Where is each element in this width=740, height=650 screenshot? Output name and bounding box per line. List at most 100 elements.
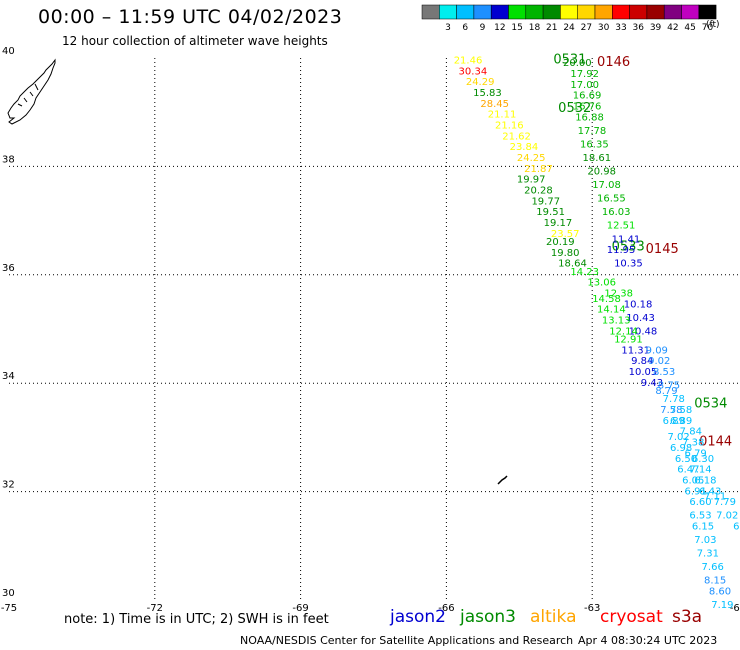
wave-height-value: 6.43 xyxy=(699,486,721,497)
wave-height-value: 10.18 xyxy=(624,299,653,310)
wave-height-values: 21.4630.3424.2915.8328.4521.1121.1621.62… xyxy=(454,55,740,611)
color-scale-swatch xyxy=(612,4,630,20)
wave-height-value: 15.83 xyxy=(473,88,502,99)
wave-height-value: 6.53 xyxy=(689,511,711,522)
wave-height-value: 23.84 xyxy=(510,142,539,153)
pass-label: 0146 xyxy=(597,55,630,70)
wave-height-value: 23.57 xyxy=(551,229,580,240)
color-scale-swatch xyxy=(594,4,613,20)
wave-height-value: 9.09 xyxy=(646,345,668,356)
us-east-coast-detail xyxy=(17,83,39,107)
wave-height-value: 16.55 xyxy=(597,194,626,205)
color-scale-label: 6 xyxy=(462,23,468,33)
color-scale-bar: 3 6 9 12 15 18 21 24 27 30 33 36 39 42 45 70 xyxy=(421,4,717,33)
wave-height-value: 7.58 xyxy=(670,405,692,416)
wave-height-value: 10.35 xyxy=(614,259,643,270)
wave-height-value: 7.14 xyxy=(689,465,711,476)
wave-height-value: 13.06 xyxy=(587,278,616,289)
color-scale-label: 15 xyxy=(511,23,522,33)
pass-label: 0145 xyxy=(646,242,679,257)
wave-height-value: 11.41 xyxy=(612,234,641,245)
wave-height-value: 7.84 xyxy=(680,427,702,438)
wave-height-value: 20.00 xyxy=(563,58,592,69)
lat-tick-label: 38 xyxy=(2,154,15,165)
color-scale-label: 18 xyxy=(529,23,541,33)
wave-height-value: 6.98 xyxy=(670,443,692,454)
generation-timestamp: Apr 4 08:30:24 UTC 2023 xyxy=(578,634,718,647)
wave-height-value: 7.38 xyxy=(682,438,704,449)
wave-height-value: 7.78 xyxy=(663,394,685,405)
pass-label: 0532 xyxy=(558,101,591,116)
wave-height-value: 9.02 xyxy=(648,356,670,367)
wave-height-value: 6.48 xyxy=(733,522,740,533)
legend-altika: altika xyxy=(530,607,577,627)
wave-height-value: 21.16 xyxy=(495,120,524,131)
wave-height-value: 16.76 xyxy=(573,101,602,112)
wave-height-value: 16.03 xyxy=(602,207,631,218)
wave-height-value: 20.98 xyxy=(587,167,616,178)
lon-tick-label: -75 xyxy=(1,603,17,614)
wave-height-value: 11.95 xyxy=(607,245,636,256)
wave-height-value: 20.19 xyxy=(546,237,575,248)
wave-height-value: 21.62 xyxy=(502,131,531,142)
lon-tick-label: -60 xyxy=(730,603,740,614)
color-scale-swatch xyxy=(629,4,648,20)
lat-tick-label: 34 xyxy=(2,371,15,382)
wave-height-value: 12.14 xyxy=(609,326,638,337)
wave-height-value: 12.91 xyxy=(614,335,643,346)
map-subtitle: 12 hour collection of altimeter wave hei… xyxy=(62,34,328,48)
color-scale-label: 9 xyxy=(480,23,486,33)
wave-height-value: 7.02 xyxy=(716,511,738,522)
lat-tick-label: 32 xyxy=(2,480,15,491)
wave-height-value: 21.11 xyxy=(488,110,517,121)
color-scale-swatch xyxy=(421,4,440,20)
color-scale-swatch xyxy=(560,4,578,20)
color-scale-label: 12 xyxy=(494,23,505,33)
wave-height-value: 6.18 xyxy=(694,475,716,486)
color-scale-label: 70 xyxy=(702,23,714,33)
wave-height-value: 8.53 xyxy=(653,367,675,378)
wave-height-value: 7.02 xyxy=(668,432,690,443)
pass-label: 0144 xyxy=(699,435,732,450)
wave-height-value: 8.60 xyxy=(709,587,731,598)
footer-note: note: 1) Time is in UTC; 2) SWH is in fe… xyxy=(64,612,329,627)
color-scale-swatch xyxy=(508,4,527,20)
color-scale-label: 30 xyxy=(598,23,610,33)
wave-height-value: 10.43 xyxy=(626,313,655,324)
lon-tick-label: -66 xyxy=(438,603,454,614)
wave-height-value: 19.80 xyxy=(551,248,580,259)
color-scale-swatch xyxy=(490,4,509,20)
pass-label: 0533 xyxy=(612,239,645,254)
wave-height-value: 19.51 xyxy=(536,207,565,218)
color-scale-swatch xyxy=(525,4,544,20)
color-scale-swatch xyxy=(439,4,457,20)
wave-height-value: 17.78 xyxy=(578,126,607,137)
wave-height-value: 6.05 xyxy=(682,475,704,486)
wave-height-value: 20.28 xyxy=(524,186,553,197)
wave-height-value: 12.51 xyxy=(607,221,636,232)
legend-jason2: jason2 xyxy=(390,607,446,627)
wave-height-value: 6.30 xyxy=(692,454,714,465)
wave-height-value: 30.34 xyxy=(459,66,488,77)
wave-height-value: 19.77 xyxy=(531,196,560,207)
lat-tick-label: 30 xyxy=(2,588,15,599)
wave-height-value: 6.79 xyxy=(685,448,707,459)
wave-height-value: 6.50 xyxy=(675,454,697,465)
color-scale-swatch xyxy=(456,4,475,20)
wave-height-value: 6.89 xyxy=(663,416,685,427)
color-scale-label: 42 xyxy=(667,23,678,33)
wave-height-value: 16.69 xyxy=(573,91,602,102)
wave-height-value: 8.79 xyxy=(655,386,677,397)
color-scale-label: 45 xyxy=(684,23,695,33)
color-scale-label: 33 xyxy=(615,23,626,33)
wave-height-value: 18.64 xyxy=(558,259,587,270)
legend-cryosat: cryosat xyxy=(600,607,663,627)
color-scale-swatch xyxy=(542,4,561,20)
wave-height-value: 7.66 xyxy=(702,562,724,573)
lat-tick-label: 36 xyxy=(2,263,15,274)
wave-height-value: 11.31 xyxy=(621,345,650,356)
wave-height-value: 7.58 xyxy=(660,405,682,416)
lon-tick-label: -69 xyxy=(292,603,308,614)
color-scale-swatch xyxy=(473,4,492,20)
coastline xyxy=(7,58,508,485)
